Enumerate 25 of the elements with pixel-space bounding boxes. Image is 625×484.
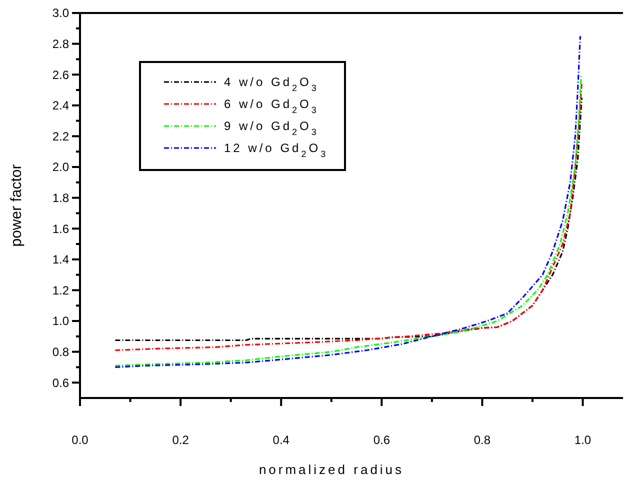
y-tick-label: 1.2: [52, 283, 70, 298]
legend-label: 12 w/o Gd$_{2}$O$_{3}$: [224, 141, 328, 160]
legend-label: 9 w/o Gd$_{2}$O$_{3}$: [224, 119, 319, 138]
legend-label: 6 w/o Gd$_{2}$O$_{3}$: [224, 97, 319, 116]
x-tick-label: 0.6: [373, 433, 390, 447]
y-tick-label: 1.6: [52, 222, 70, 236]
y-tick-label: 2.4: [52, 98, 70, 113]
x-tick-label: 0.4: [272, 433, 290, 447]
y-tick-label: 2.6: [52, 68, 70, 82]
x-tick-label: 0.0: [72, 433, 89, 447]
x-tick-label: 1.0: [574, 433, 592, 447]
y-tick-label: 1.8: [52, 191, 70, 205]
legend-label: 4 w/o Gd$_{2}$O$_{3}$: [224, 75, 319, 94]
y-tick-label: 0.6: [52, 376, 70, 390]
x-tick-label: 0.8: [474, 433, 491, 447]
y-tick-label: 1.0: [52, 314, 70, 328]
y-tick-label: 2.2: [52, 129, 70, 144]
y-tick-label: 0.8: [52, 345, 70, 359]
y-tick-label: 2.8: [52, 37, 70, 51]
y-tick-label: 1.4: [52, 252, 70, 267]
x-axis-title: normalized radius: [258, 462, 404, 477]
y-tick-label: 2.0: [52, 160, 70, 174]
y-axis-title: power factor: [8, 164, 25, 247]
y-tick-label: 3.0: [52, 6, 70, 20]
x-tick-label: 0.2: [172, 433, 190, 447]
